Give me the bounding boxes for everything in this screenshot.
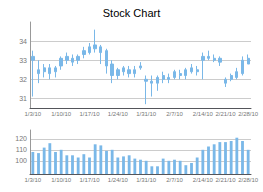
svg-text:1/10/10: 1/10/10 [51,111,72,117]
svg-text:120: 120 [15,135,27,142]
svg-text:1/24/10: 1/24/10 [108,177,129,183]
svg-text:1/17/10: 1/17/10 [79,111,100,117]
svg-text:2/14/10: 2/14/10 [193,177,214,183]
svg-text:Stock Chart: Stock Chart [103,7,160,19]
svg-text:2/28/10: 2/28/10 [238,111,259,117]
svg-text:2/7/10: 2/7/10 [166,111,183,117]
svg-text:1/10/10: 1/10/10 [51,177,72,183]
svg-text:1/31/10: 1/31/10 [136,111,157,117]
svg-text:2/14/10: 2/14/10 [193,111,214,117]
svg-text:1/3/10: 1/3/10 [24,111,41,117]
svg-text:2/21/10: 2/21/10 [215,111,236,117]
svg-text:110: 110 [16,146,27,153]
svg-text:1/17/10: 1/17/10 [79,177,100,183]
svg-text:2/7/10: 2/7/10 [166,177,183,183]
svg-text:1/24/10: 1/24/10 [108,111,129,117]
svg-text:32: 32 [19,76,27,83]
svg-text:31: 31 [19,95,27,102]
svg-text:100: 100 [15,157,27,164]
svg-text:34: 34 [19,38,27,45]
svg-text:33: 33 [19,57,27,64]
svg-text:1/3/10: 1/3/10 [24,177,41,183]
svg-text:2/28/10: 2/28/10 [238,177,259,183]
svg-text:1/31/10: 1/31/10 [136,177,157,183]
svg-text:2/21/10: 2/21/10 [215,177,236,183]
